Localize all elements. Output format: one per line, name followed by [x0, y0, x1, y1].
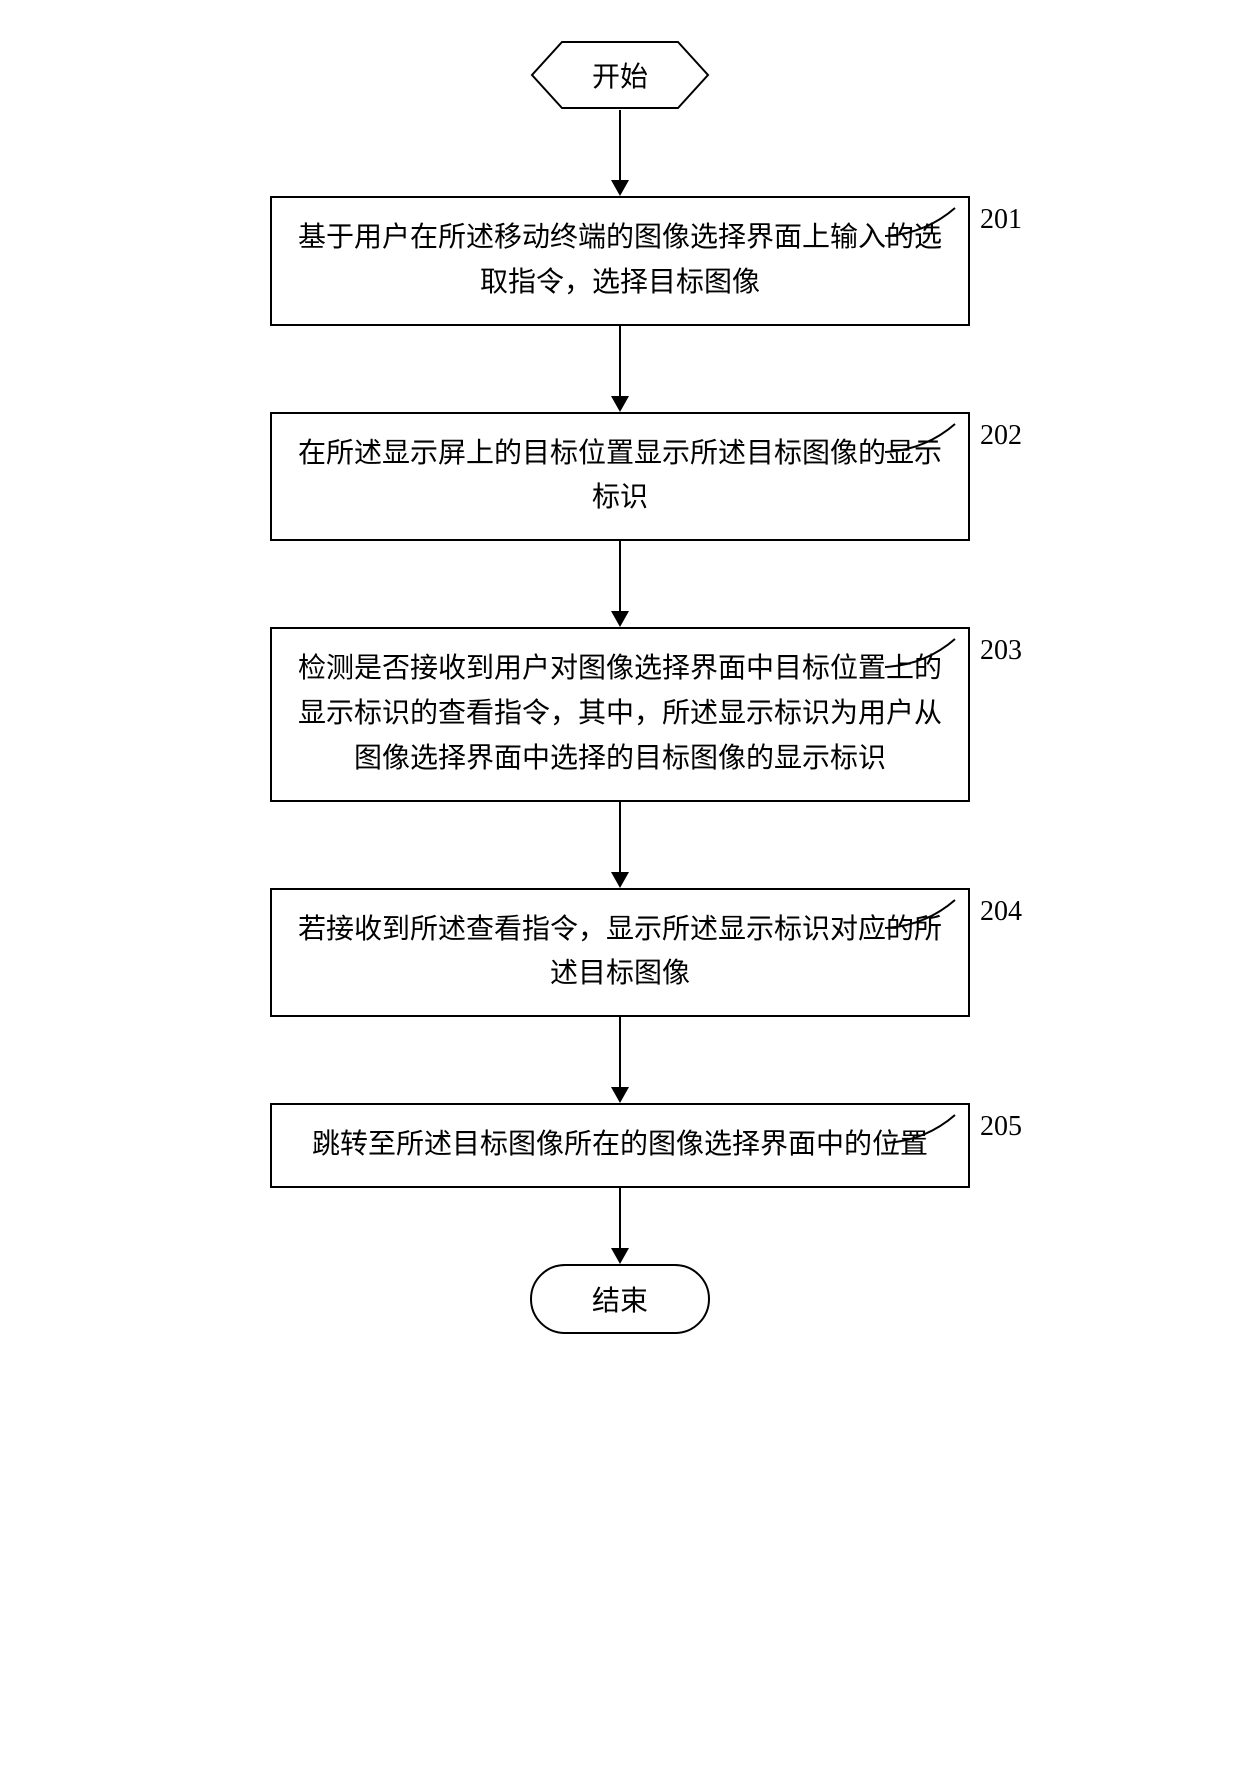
leader-line-icon: [885, 206, 975, 246]
process-box-203: 检测是否接收到用户对图像选择界面中目标位置上的显示标识的查看指令，其中，所述显示…: [270, 627, 970, 801]
arrow-2: [611, 541, 629, 627]
arrow-head-icon: [611, 1248, 629, 1264]
process-row-203: 检测是否接收到用户对图像选择界面中目标位置上的显示标识的查看指令，其中，所述显示…: [170, 627, 1070, 801]
arrow-head-icon: [611, 611, 629, 627]
arrow-1: [611, 326, 629, 412]
connector-205: 跳转至所述目标图像所在的图像选择界面中的位置: [270, 1103, 970, 1188]
process-box-204: 若接收到所述查看指令，显示所述显示标识对应的所述目标图像: [270, 888, 970, 1018]
process-row-201: 基于用户在所述移动终端的图像选择界面上输入的选取指令，选择目标图像 201: [170, 196, 1070, 326]
arrow-5: [611, 1188, 629, 1264]
step-label-201: 201: [980, 204, 1080, 236]
process-box-201: 基于用户在所述移动终端的图像选择界面上输入的选取指令，选择目标图像: [270, 196, 970, 326]
arrow-4: [611, 1017, 629, 1103]
process-box-202: 在所述显示屏上的目标位置显示所述目标图像的显示标识: [270, 412, 970, 542]
arrow-line: [619, 1188, 621, 1248]
leader-line-icon: [885, 422, 975, 462]
step-label-202: 202: [980, 420, 1080, 452]
arrow-3: [611, 802, 629, 888]
start-label: 开始: [592, 55, 648, 95]
step-label-205: 205: [980, 1111, 1080, 1143]
arrow-line: [619, 326, 621, 396]
process-row-202: 在所述显示屏上的目标位置显示所述目标图像的显示标识 202: [170, 412, 1070, 542]
arrow-head-icon: [611, 1087, 629, 1103]
connector-204: 若接收到所述查看指令，显示所述显示标识对应的所述目标图像: [270, 888, 970, 1018]
process-row-205: 跳转至所述目标图像所在的图像选择界面中的位置 205: [170, 1103, 1070, 1188]
process-row-204: 若接收到所述查看指令，显示所述显示标识对应的所述目标图像 204: [170, 888, 1070, 1018]
connector-201: 基于用户在所述移动终端的图像选择界面上输入的选取指令，选择目标图像: [270, 196, 970, 326]
leader-line-icon: [885, 898, 975, 938]
arrow-head-icon: [611, 872, 629, 888]
end-terminator: 结束: [530, 1264, 710, 1334]
start-terminator: 开始: [530, 40, 710, 110]
arrow-line: [619, 541, 621, 611]
arrow-head-icon: [611, 396, 629, 412]
connector-202: 在所述显示屏上的目标位置显示所述目标图像的显示标识: [270, 412, 970, 542]
arrow-line: [619, 802, 621, 872]
arrow-0: [611, 110, 629, 196]
step-label-204: 204: [980, 896, 1080, 928]
leader-line-icon: [885, 1113, 975, 1153]
connector-203: 检测是否接收到用户对图像选择界面中目标位置上的显示标识的查看指令，其中，所述显示…: [270, 627, 970, 801]
arrow-line: [619, 1017, 621, 1087]
process-box-205: 跳转至所述目标图像所在的图像选择界面中的位置: [270, 1103, 970, 1188]
end-label: 结束: [592, 1279, 648, 1319]
arrow-head-icon: [611, 180, 629, 196]
leader-line-icon: [885, 637, 975, 677]
arrow-line: [619, 110, 621, 180]
step-label-203: 203: [980, 635, 1080, 667]
flowchart-container: 开始 基于用户在所述移动终端的图像选择界面上输入的选取指令，选择目标图像 201…: [170, 40, 1070, 1334]
